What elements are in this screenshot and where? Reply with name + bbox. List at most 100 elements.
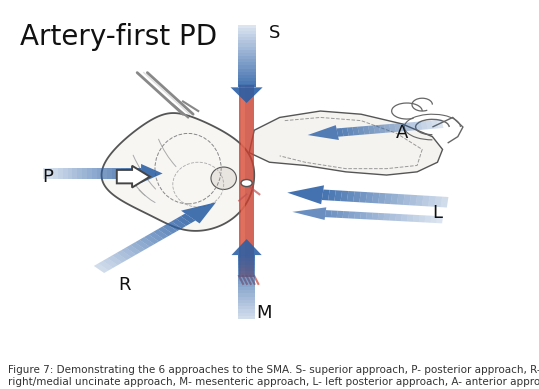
Polygon shape xyxy=(238,78,255,81)
Polygon shape xyxy=(103,258,118,268)
Polygon shape xyxy=(368,125,375,134)
Polygon shape xyxy=(334,190,342,201)
Polygon shape xyxy=(238,290,255,293)
Polygon shape xyxy=(149,232,163,242)
Polygon shape xyxy=(238,293,255,297)
Polygon shape xyxy=(353,127,360,135)
Polygon shape xyxy=(238,297,255,300)
Polygon shape xyxy=(121,247,136,257)
Polygon shape xyxy=(395,123,402,132)
Text: Artery-first PD: Artery-first PD xyxy=(20,23,217,51)
Polygon shape xyxy=(238,53,255,56)
Polygon shape xyxy=(77,168,82,179)
Polygon shape xyxy=(389,214,396,221)
Polygon shape xyxy=(325,210,332,217)
Ellipse shape xyxy=(211,167,237,189)
Polygon shape xyxy=(419,215,425,223)
Polygon shape xyxy=(395,214,402,221)
Polygon shape xyxy=(126,245,141,255)
Polygon shape xyxy=(399,123,406,131)
Polygon shape xyxy=(181,214,196,223)
Polygon shape xyxy=(97,168,102,179)
Polygon shape xyxy=(176,216,191,226)
Polygon shape xyxy=(238,261,255,265)
Polygon shape xyxy=(94,263,109,273)
Polygon shape xyxy=(130,242,145,252)
Polygon shape xyxy=(342,128,349,136)
Polygon shape xyxy=(72,168,77,179)
Polygon shape xyxy=(82,168,87,179)
Polygon shape xyxy=(436,216,443,223)
Polygon shape xyxy=(238,68,255,72)
Polygon shape xyxy=(238,65,255,68)
Polygon shape xyxy=(384,193,392,204)
Bar xyxy=(239,86,254,277)
Polygon shape xyxy=(238,34,255,37)
Polygon shape xyxy=(238,44,255,47)
Polygon shape xyxy=(121,168,126,179)
Polygon shape xyxy=(374,125,381,134)
Polygon shape xyxy=(63,168,67,179)
Polygon shape xyxy=(238,59,255,62)
Polygon shape xyxy=(140,237,154,247)
Polygon shape xyxy=(347,191,355,202)
Polygon shape xyxy=(420,121,427,130)
Polygon shape xyxy=(308,125,339,140)
Polygon shape xyxy=(67,168,72,179)
Polygon shape xyxy=(238,316,255,319)
Polygon shape xyxy=(416,195,424,206)
Text: S: S xyxy=(269,24,280,42)
Polygon shape xyxy=(238,274,255,277)
Polygon shape xyxy=(341,191,348,202)
Circle shape xyxy=(241,180,252,187)
Polygon shape xyxy=(397,194,405,205)
Polygon shape xyxy=(336,128,343,137)
Polygon shape xyxy=(413,215,419,222)
Polygon shape xyxy=(238,268,255,271)
Polygon shape xyxy=(391,194,398,205)
Polygon shape xyxy=(365,192,374,203)
Text: A: A xyxy=(396,124,408,142)
Text: M: M xyxy=(257,304,272,322)
Polygon shape xyxy=(372,193,379,203)
Polygon shape xyxy=(366,212,373,220)
Polygon shape xyxy=(238,287,255,290)
Polygon shape xyxy=(403,194,411,205)
Polygon shape xyxy=(426,121,433,129)
Text: Figure 7: Demonstrating the 6 approaches to the SMA. S- superior approach, P- po: Figure 7: Demonstrating the 6 approaches… xyxy=(8,365,539,387)
Polygon shape xyxy=(405,122,412,131)
Polygon shape xyxy=(107,168,112,179)
Polygon shape xyxy=(238,281,255,284)
Polygon shape xyxy=(238,265,255,268)
Polygon shape xyxy=(238,25,255,28)
Polygon shape xyxy=(347,127,354,136)
Polygon shape xyxy=(238,47,255,50)
Polygon shape xyxy=(238,313,255,316)
Polygon shape xyxy=(384,213,390,221)
Polygon shape xyxy=(238,40,255,44)
Polygon shape xyxy=(238,62,255,65)
Polygon shape xyxy=(238,258,255,261)
Polygon shape xyxy=(102,168,107,179)
Text: P: P xyxy=(43,168,53,186)
Polygon shape xyxy=(342,211,349,218)
Polygon shape xyxy=(112,168,116,179)
Polygon shape xyxy=(331,210,337,218)
Polygon shape xyxy=(238,284,255,287)
Polygon shape xyxy=(92,168,97,179)
Polygon shape xyxy=(141,164,163,183)
Polygon shape xyxy=(126,168,132,179)
Polygon shape xyxy=(416,121,423,130)
Polygon shape xyxy=(132,168,136,179)
Polygon shape xyxy=(238,306,255,310)
Polygon shape xyxy=(112,253,127,263)
Polygon shape xyxy=(409,195,417,206)
Polygon shape xyxy=(401,214,408,221)
Bar xyxy=(241,86,245,277)
Polygon shape xyxy=(87,168,92,179)
Polygon shape xyxy=(353,191,361,202)
Polygon shape xyxy=(101,113,254,231)
Text: R: R xyxy=(118,277,130,294)
Polygon shape xyxy=(410,122,417,131)
Polygon shape xyxy=(108,256,122,265)
